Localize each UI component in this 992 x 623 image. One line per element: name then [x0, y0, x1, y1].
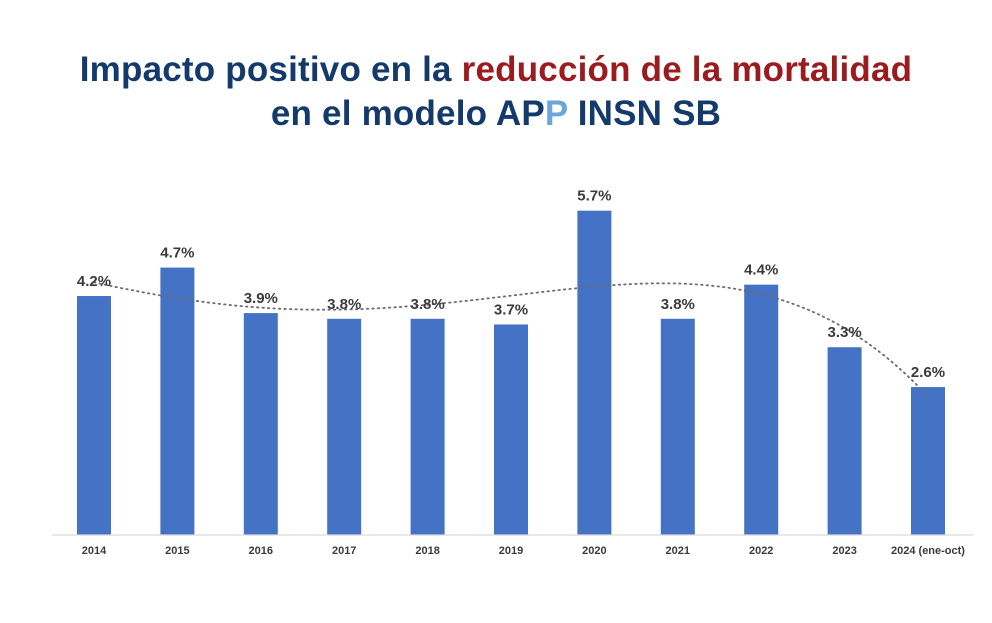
data-label: 3.7%: [494, 301, 528, 318]
x-tick-label: 2024 (ene-oct): [891, 545, 965, 557]
bar-2022: [744, 284, 779, 535]
bar-2015: [160, 267, 195, 535]
title-line2-suffix: INSN SB: [567, 94, 722, 133]
data-label: 3.3%: [827, 324, 861, 341]
data-label: 3.9%: [244, 290, 278, 307]
bar-2020: [577, 210, 612, 536]
title-line2-prefix: en el modelo AP: [270, 94, 545, 133]
bar-2023: [827, 347, 862, 535]
data-label: 2.6%: [911, 364, 945, 381]
bar-2021: [660, 318, 695, 535]
data-label: 5.7%: [577, 188, 611, 205]
bar-2019: [494, 324, 528, 535]
title-accent: reducción de la mortalidad: [461, 50, 913, 89]
data-label: 4.4%: [744, 262, 778, 279]
title-prefix: Impacto positivo en la: [79, 50, 462, 89]
data-label: 3.8%: [410, 296, 444, 313]
x-tick-labels-group: 2014 2015 2016 2017 2018 2019 2020 2021 2022 2023…: [82, 545, 966, 557]
x-tick-label: 2017: [332, 545, 356, 557]
chart-title: Impacto positivo en la reducción de la m…: [0, 48, 992, 136]
x-tick-label: 2020: [582, 545, 606, 557]
bar-2016: [243, 313, 278, 535]
data-label: 3.8%: [661, 296, 695, 313]
bars-group: [77, 210, 945, 536]
trendline: [93, 281, 929, 398]
data-label: 4.2%: [77, 273, 111, 290]
x-tick-label: 2014: [82, 545, 107, 557]
title-line-1: Impacto positivo en la reducción de la m…: [0, 48, 992, 92]
title-line2-light: P: [544, 94, 568, 133]
x-tick-label: 2019: [499, 545, 523, 557]
bar-2018: [410, 318, 445, 535]
bar-2014: [77, 296, 111, 535]
bar-2017: [327, 318, 362, 535]
x-tick-label: 2016: [249, 545, 273, 557]
x-tick-label: 2023: [832, 545, 856, 557]
x-tick-label: 2015: [165, 545, 189, 557]
title-line-2: en el modelo APP INSN SB: [0, 92, 992, 136]
bar-2024-ene-oct-: [911, 387, 945, 535]
data-label: 4.7%: [160, 245, 194, 262]
data-labels-group: 4.2% 4.7% 3.9% 3.8% 3.8% 3.7% 5.7% 3.8% 4.4% 3.3%…: [77, 188, 945, 381]
x-tick-label: 2022: [749, 545, 773, 557]
data-label: 3.8%: [327, 296, 361, 313]
x-tick-label: 2021: [666, 545, 690, 557]
x-tick-label: 2018: [415, 545, 439, 557]
